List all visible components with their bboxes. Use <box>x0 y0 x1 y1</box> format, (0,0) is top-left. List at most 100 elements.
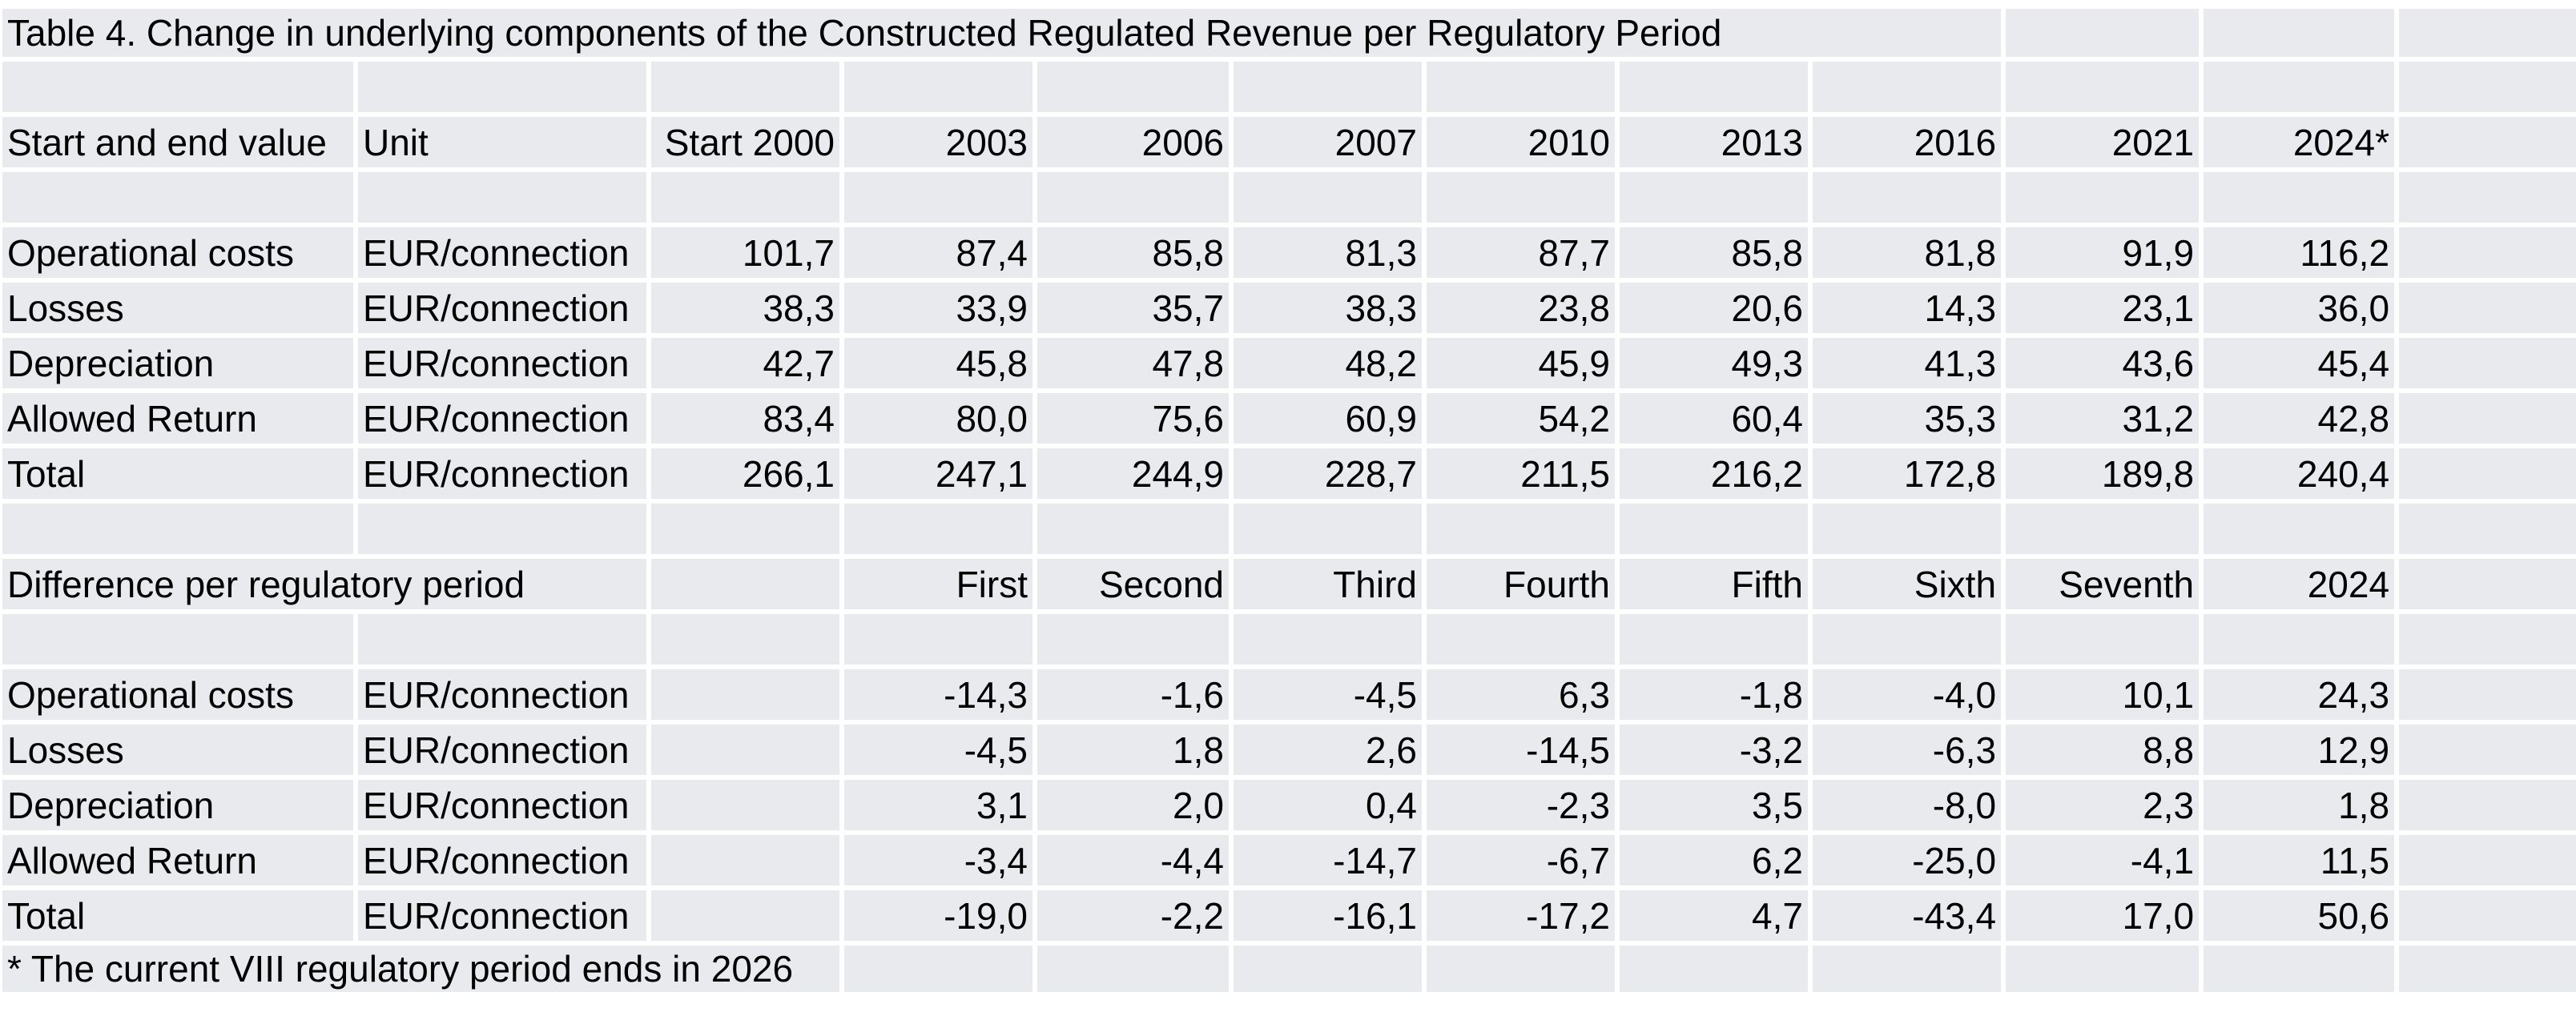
empty-cell[interactable] <box>2397 777 2576 835</box>
empty-cell[interactable] <box>1424 59 1620 117</box>
empty-cell[interactable] <box>356 612 651 669</box>
empty-cell[interactable] <box>2397 501 2576 559</box>
value-cell[interactable]: -4,4 <box>1035 833 1234 890</box>
value-cell[interactable]: -4,0 <box>1810 667 2006 725</box>
value-cell[interactable]: 23,8 <box>1424 280 1620 338</box>
row-label[interactable]: Operational costs <box>2 225 358 283</box>
empty-cell[interactable] <box>2201 9 2400 62</box>
empty-cell[interactable] <box>1035 59 1234 117</box>
empty-cell[interactable] <box>842 501 1037 559</box>
value-cell[interactable]: 45,8 <box>842 335 1037 393</box>
period-header[interactable]: Second <box>1035 556 1234 614</box>
column-header[interactable]: 2021 <box>2003 114 2204 172</box>
empty-cell[interactable] <box>2397 833 2576 890</box>
empty-cell[interactable] <box>2397 667 2576 725</box>
empty-cell[interactable] <box>649 667 844 725</box>
unit-cell[interactable]: EUR/connection <box>356 667 651 725</box>
value-cell[interactable]: 85,8 <box>1035 225 1234 283</box>
empty-cell[interactable] <box>842 59 1037 117</box>
value-cell[interactable]: 47,8 <box>1035 335 1234 393</box>
value-cell[interactable]: 36,0 <box>2201 280 2400 338</box>
empty-cell[interactable] <box>2003 501 2204 559</box>
value-cell[interactable]: 14,3 <box>1810 280 2006 338</box>
value-cell[interactable]: 3,1 <box>842 777 1037 835</box>
value-cell[interactable]: 33,9 <box>842 280 1037 338</box>
period-header[interactable]: Fourth <box>1424 556 1620 614</box>
empty-cell[interactable] <box>1231 612 1427 669</box>
empty-cell[interactable] <box>356 170 651 227</box>
empty-cell[interactable] <box>2201 59 2400 117</box>
value-cell[interactable]: 6,3 <box>1424 667 1620 725</box>
value-cell[interactable]: 211,5 <box>1424 446 1620 504</box>
empty-cell[interactable] <box>649 722 844 780</box>
row-label[interactable]: Depreciation <box>2 777 358 835</box>
column-header[interactable]: Start 2000 <box>649 114 844 172</box>
value-cell[interactable]: 240,4 <box>2201 446 2400 504</box>
unit-cell[interactable]: EUR/connection <box>356 391 651 448</box>
empty-cell[interactable] <box>2397 888 2576 946</box>
value-cell[interactable]: -6,3 <box>1810 722 2006 780</box>
empty-cell[interactable] <box>1035 501 1234 559</box>
period-header[interactable]: Third <box>1231 556 1427 614</box>
empty-cell[interactable] <box>2201 170 2400 227</box>
empty-cell[interactable] <box>1810 501 2006 559</box>
column-header[interactable]: 2013 <box>1617 114 1813 172</box>
unit-cell[interactable]: EUR/connection <box>356 225 651 283</box>
empty-cell[interactable] <box>649 888 844 946</box>
value-cell[interactable]: -1,8 <box>1617 667 1813 725</box>
value-cell[interactable]: 11,5 <box>2201 833 2400 890</box>
value-cell[interactable]: 20,6 <box>1617 280 1813 338</box>
empty-cell[interactable] <box>1617 59 1813 117</box>
empty-cell[interactable] <box>2397 612 2576 669</box>
value-cell[interactable]: 41,3 <box>1810 335 2006 393</box>
value-cell[interactable]: 60,9 <box>1231 391 1427 448</box>
empty-cell[interactable] <box>1617 501 1813 559</box>
empty-cell[interactable] <box>2397 556 2576 614</box>
empty-cell[interactable] <box>649 501 844 559</box>
column-header[interactable]: 2024* <box>2201 114 2400 172</box>
empty-cell[interactable] <box>1231 501 1427 559</box>
value-cell[interactable]: 1,8 <box>2201 777 2400 835</box>
value-cell[interactable]: 75,6 <box>1035 391 1234 448</box>
period-header[interactable]: First <box>842 556 1037 614</box>
empty-cell[interactable] <box>2397 335 2576 393</box>
empty-cell[interactable] <box>2003 59 2204 117</box>
empty-cell[interactable] <box>1231 943 1427 997</box>
unit-cell[interactable]: EUR/connection <box>356 280 651 338</box>
value-cell[interactable]: 81,8 <box>1810 225 2006 283</box>
column-header[interactable]: 2016 <box>1810 114 2006 172</box>
value-cell[interactable]: 0,4 <box>1231 777 1427 835</box>
empty-cell[interactable] <box>2397 391 2576 448</box>
value-cell[interactable]: 42,8 <box>2201 391 2400 448</box>
value-cell[interactable]: 172,8 <box>1810 446 2006 504</box>
value-cell[interactable]: -4,5 <box>842 722 1037 780</box>
empty-cell[interactable] <box>1810 612 2006 669</box>
value-cell[interactable]: -6,7 <box>1424 833 1620 890</box>
value-cell[interactable]: 247,1 <box>842 446 1037 504</box>
period-header[interactable]: Fifth <box>1617 556 1813 614</box>
value-cell[interactable]: 17,0 <box>2003 888 2204 946</box>
row-label[interactable]: Total <box>2 888 358 946</box>
empty-cell[interactable] <box>2397 9 2576 62</box>
value-cell[interactable]: 189,8 <box>2003 446 2204 504</box>
empty-cell[interactable] <box>649 777 844 835</box>
empty-cell[interactable] <box>2 59 358 117</box>
value-cell[interactable]: -3,4 <box>842 833 1037 890</box>
value-cell[interactable]: 4,7 <box>1617 888 1813 946</box>
value-cell[interactable]: -16,1 <box>1231 888 1427 946</box>
levels-label-header[interactable]: Start and end value <box>2 114 358 172</box>
empty-cell[interactable] <box>1231 59 1427 117</box>
value-cell[interactable]: 81,3 <box>1231 225 1427 283</box>
empty-cell[interactable] <box>1810 59 2006 117</box>
value-cell[interactable]: -4,5 <box>1231 667 1427 725</box>
column-header[interactable]: 2010 <box>1424 114 1620 172</box>
unit-cell[interactable]: EUR/connection <box>356 335 651 393</box>
value-cell[interactable]: 228,7 <box>1231 446 1427 504</box>
value-cell[interactable]: 2,3 <box>2003 777 2204 835</box>
value-cell[interactable]: 48,2 <box>1231 335 1427 393</box>
empty-cell[interactable] <box>842 612 1037 669</box>
empty-cell[interactable] <box>842 170 1037 227</box>
empty-cell[interactable] <box>1424 612 1620 669</box>
empty-cell[interactable] <box>2003 170 2204 227</box>
value-cell[interactable]: 35,7 <box>1035 280 1234 338</box>
